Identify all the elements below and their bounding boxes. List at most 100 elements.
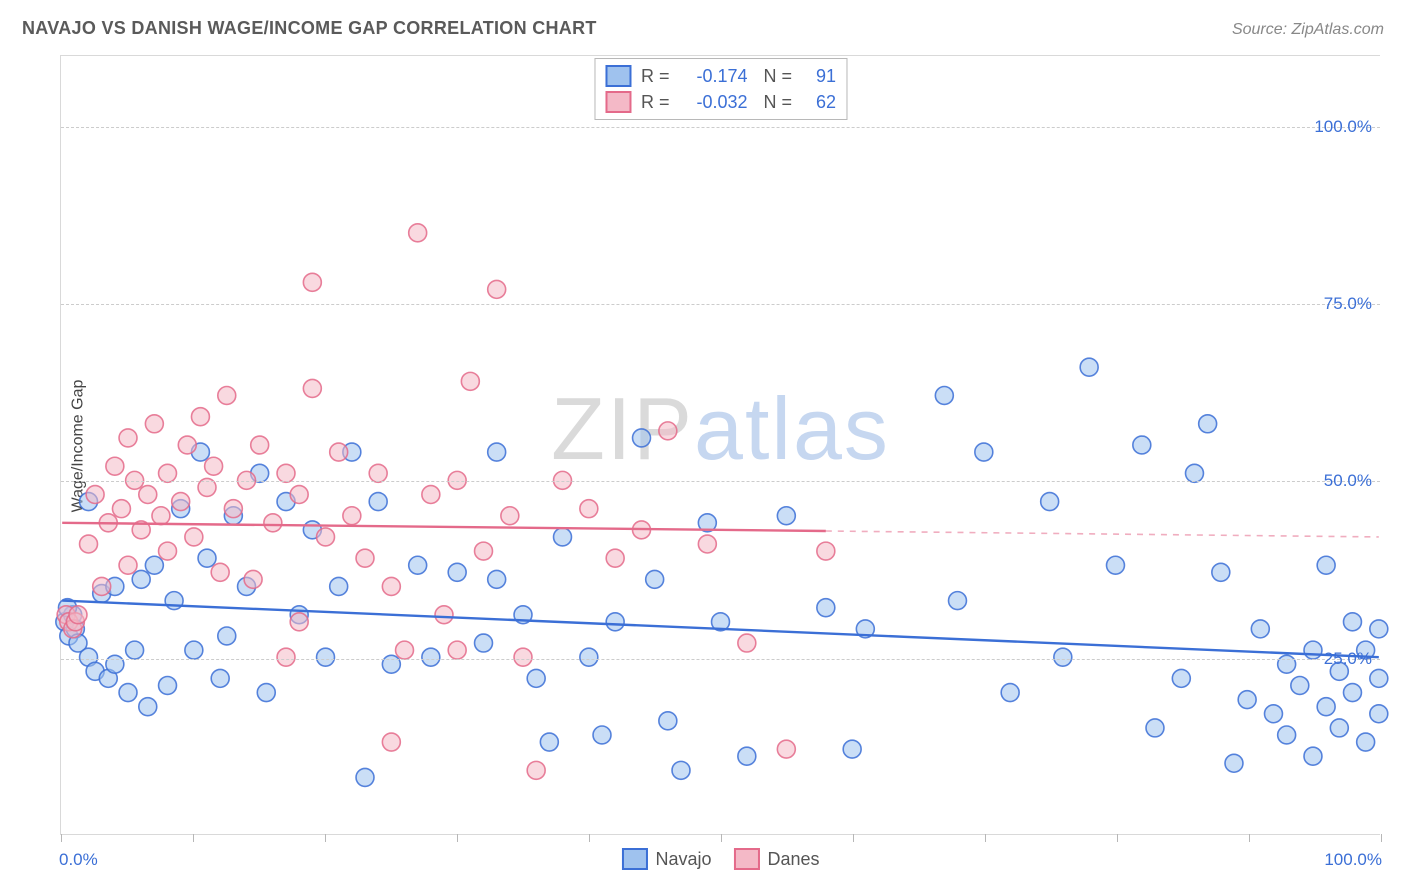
data-point — [1357, 733, 1375, 751]
data-point — [198, 549, 216, 567]
legend-swatch — [605, 65, 631, 87]
legend-r-label: R = — [641, 92, 670, 113]
data-point — [646, 570, 664, 588]
data-point — [777, 740, 795, 758]
data-point — [817, 542, 835, 560]
data-point — [1343, 684, 1361, 702]
data-point — [264, 514, 282, 532]
data-point — [738, 747, 756, 765]
data-point — [244, 570, 262, 588]
data-point — [488, 280, 506, 298]
legend-swatch — [621, 848, 647, 870]
data-point — [501, 507, 519, 525]
data-point — [633, 429, 651, 447]
data-point — [356, 549, 374, 567]
legend-n-label: N = — [764, 66, 793, 87]
data-point — [165, 592, 183, 610]
data-point — [139, 698, 157, 716]
legend-label: Danes — [768, 849, 820, 870]
data-point — [126, 471, 144, 489]
data-point — [475, 542, 493, 560]
legend-n-value: 62 — [802, 92, 836, 113]
data-point — [218, 387, 236, 405]
data-point — [817, 599, 835, 617]
data-point — [1343, 613, 1361, 631]
data-point — [672, 761, 690, 779]
data-point — [1238, 691, 1256, 709]
x-tick — [1117, 834, 1118, 842]
data-point — [159, 464, 177, 482]
data-point — [1001, 684, 1019, 702]
data-point — [251, 436, 269, 454]
data-point — [975, 443, 993, 461]
data-point — [218, 627, 236, 645]
data-point — [172, 493, 190, 511]
data-point — [396, 641, 414, 659]
y-tick-label: 25.0% — [1324, 649, 1372, 669]
data-point — [119, 684, 137, 702]
data-point — [119, 429, 137, 447]
x-tick — [853, 834, 854, 842]
data-point — [606, 613, 624, 631]
data-point — [1330, 719, 1348, 737]
data-point — [224, 500, 242, 518]
data-point — [554, 471, 572, 489]
legend-item: Navajo — [621, 848, 711, 870]
data-point — [382, 577, 400, 595]
data-point — [185, 528, 203, 546]
data-point — [1080, 358, 1098, 376]
y-tick-label: 50.0% — [1324, 471, 1372, 491]
x-tick — [193, 834, 194, 842]
data-point — [448, 641, 466, 659]
data-point — [475, 634, 493, 652]
data-point — [159, 676, 177, 694]
data-point — [1041, 493, 1059, 511]
trend-line-dashed — [826, 531, 1379, 537]
x-tick — [457, 834, 458, 842]
x-axis-min-label: 0.0% — [59, 850, 98, 870]
data-point — [659, 422, 677, 440]
data-point — [1265, 705, 1283, 723]
data-point — [527, 761, 545, 779]
y-tick-label: 100.0% — [1314, 117, 1372, 137]
x-tick — [1381, 834, 1382, 842]
legend-n-value: 91 — [802, 66, 836, 87]
grid-line — [61, 481, 1380, 482]
data-point — [330, 577, 348, 595]
data-point — [343, 507, 361, 525]
data-point — [1251, 620, 1269, 638]
data-point — [80, 535, 98, 553]
data-point — [145, 556, 163, 574]
data-point — [205, 457, 223, 475]
data-point — [1107, 556, 1125, 574]
legend-item: Danes — [734, 848, 820, 870]
chart-title: NAVAJO VS DANISH WAGE/INCOME GAP CORRELA… — [22, 18, 597, 39]
x-tick — [325, 834, 326, 842]
x-tick — [985, 834, 986, 842]
data-point — [356, 768, 374, 786]
x-tick — [589, 834, 590, 842]
y-tick-label: 75.0% — [1324, 294, 1372, 314]
data-point — [1172, 669, 1190, 687]
data-point — [777, 507, 795, 525]
data-point — [422, 648, 440, 666]
data-point — [659, 712, 677, 730]
data-point — [488, 570, 506, 588]
data-point — [1225, 754, 1243, 772]
data-point — [527, 669, 545, 687]
data-point — [1186, 464, 1204, 482]
trend-line — [62, 601, 1379, 658]
data-point — [448, 563, 466, 581]
data-point — [461, 372, 479, 390]
data-point — [257, 684, 275, 702]
data-point — [1304, 641, 1322, 659]
legend-r-value: -0.174 — [680, 66, 748, 87]
data-point — [1370, 620, 1388, 638]
data-point — [1370, 669, 1388, 687]
data-point — [317, 648, 335, 666]
x-axis-max-label: 100.0% — [1324, 850, 1382, 870]
chart-area: ZIPatlas R =-0.174N =91R =-0.032N =62 Na… — [60, 55, 1380, 835]
data-point — [1291, 676, 1309, 694]
data-point — [593, 726, 611, 744]
data-point — [1278, 726, 1296, 744]
